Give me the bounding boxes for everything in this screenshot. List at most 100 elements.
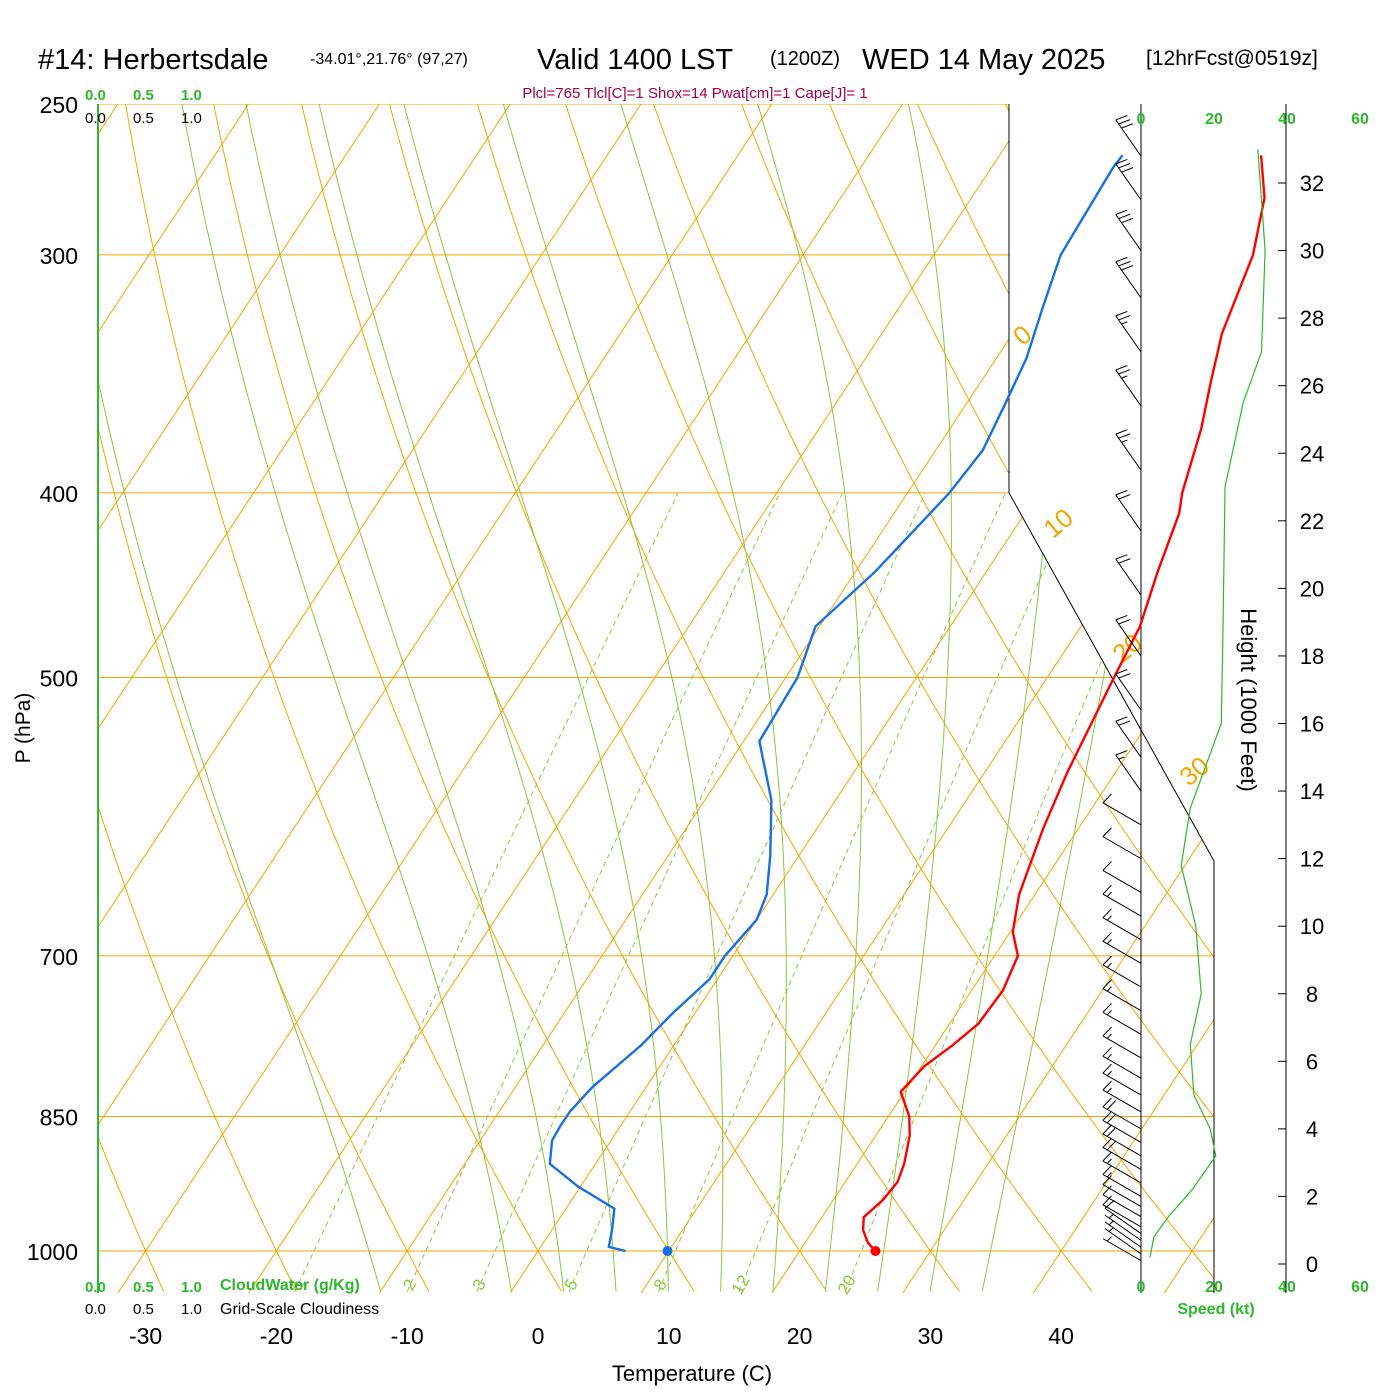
axes: 0246810121416182022242628303225030040050… [27, 92, 1324, 1349]
moist-adiabat [245, 104, 565, 1292]
dry-adiabat [98, 104, 165, 1292]
cloudwater-scale-bottom: 0.0 0.5 1.0 CloudWater (g/Kg) 0.0 0.5 1.… [85, 1277, 379, 1318]
stability-indices: Plcl=765 Tlcl[C]=1 Shox=14 Pwat[cm]=1 Ca… [522, 85, 867, 102]
wind-barb [1102, 1111, 1142, 1143]
cloudwater-tick-2: 1.0 [181, 1279, 202, 1296]
wind-barb [1115, 115, 1142, 157]
wind-barb-flag [1106, 1100, 1117, 1110]
cloudiness-label: Grid-Scale Cloudiness [220, 1301, 379, 1318]
wind-barb-flag [1102, 827, 1112, 837]
isotherm-line [98, 104, 642, 1293]
cloudwater-scale-top: 0.0 0.5 1.0 0.0 0.5 1.0 [85, 87, 202, 127]
wind-barb-staff [1104, 1228, 1142, 1255]
pressure-tick-label: 400 [40, 481, 78, 507]
dry-adiabat [641, 104, 1214, 1292]
speed-tick-1: 20 [1205, 111, 1223, 128]
wind-barb-flag [1118, 213, 1131, 220]
cloudiness-tick-2: 1.0 [181, 1301, 202, 1318]
station-coords: -34.01°,21.76° (97,27) [310, 51, 468, 68]
wind-barb-half-flag [1106, 1070, 1112, 1076]
moist-adiabat [620, 104, 787, 1292]
wind-barb [1115, 158, 1142, 201]
wind-barb-flag [1106, 1140, 1117, 1151]
wind-barb [1102, 1003, 1142, 1035]
wind-barb [1102, 1138, 1142, 1170]
wind-barb [1115, 209, 1142, 251]
height-tick-label: 26 [1300, 374, 1324, 399]
wind-barb-flag [1121, 217, 1134, 224]
wind-barb-flag [1102, 1046, 1112, 1057]
wind-barb-staff [1102, 940, 1142, 964]
moist-adiabat [403, 104, 669, 1292]
height-tick-label: 6 [1306, 1049, 1318, 1074]
temperature-tick-label: 30 [918, 1323, 944, 1349]
wind-barb-staff [1102, 1072, 1142, 1096]
wind-barb-half-flag [1121, 439, 1128, 443]
wind-barb-staff [1115, 369, 1142, 407]
cloudiness-tick-1: 0.5 [133, 110, 154, 127]
wind-panel [1102, 115, 1266, 1262]
wind-barb-flag [1115, 554, 1128, 560]
surface-temperature-marker [870, 1246, 881, 1256]
speed-tick-2: 40 [1278, 1279, 1296, 1296]
wind-barb-flag [1121, 265, 1134, 271]
wind-barb-staff [1115, 494, 1142, 532]
wind-barb-flag [1115, 669, 1128, 675]
wind-barb [1102, 979, 1142, 1012]
wind-barb-staff [1102, 964, 1142, 988]
wind-barb [1102, 1026, 1142, 1059]
speed-scale-top: 0 20 40 60 [1137, 111, 1369, 128]
moist-adiabat [757, 104, 862, 1292]
wind-barb-staff [1102, 917, 1142, 941]
mixing-ratio-line [738, 492, 1078, 1292]
wind-barb-flag [1102, 793, 1112, 804]
wind-barb-flag [1102, 884, 1112, 895]
pressure-tick-label: 250 [40, 92, 78, 118]
height-tick-label: 12 [1300, 847, 1324, 872]
cloudwater-tick-1: 0.5 [133, 1279, 154, 1296]
wind-barb-staff [1102, 1119, 1142, 1143]
wind-barb [1102, 861, 1142, 893]
moist-adiabat [877, 104, 952, 1292]
moist-adiabat [98, 104, 382, 1292]
wind-barb-flag [1102, 1185, 1112, 1196]
wind-barb-staff [1115, 433, 1142, 471]
wind-barb [1104, 1213, 1142, 1241]
surface-dewpoint-marker [662, 1246, 673, 1256]
wind-barb-staff [1104, 1221, 1142, 1248]
wind-barb [1102, 1097, 1142, 1130]
wind-barb [1102, 1236, 1142, 1262]
wind-barb-flag [1118, 558, 1131, 564]
height-tick-label: 4 [1306, 1117, 1318, 1142]
wind-barb-flag [1102, 1151, 1112, 1162]
plot-frames [97, 104, 1287, 1293]
height-tick-label: 10 [1300, 914, 1324, 939]
height-tick-label: 30 [1300, 239, 1324, 264]
wind-barb-flag [1102, 1026, 1112, 1037]
wind-barb-flag [1118, 619, 1131, 625]
dry-adiabat [206, 104, 695, 1292]
height-tick-label: 0 [1306, 1252, 1318, 1277]
wind-barb-flag [1115, 750, 1128, 756]
dry-adiabat [98, 104, 430, 1292]
speed-tick-3: 60 [1351, 111, 1369, 128]
height-tick-label: 24 [1300, 441, 1324, 466]
wind-barb-staff [1102, 893, 1142, 917]
speed-tick-3: 60 [1351, 1279, 1369, 1296]
dry-adiabat [293, 104, 828, 1292]
pressure-tick-label: 700 [40, 944, 78, 970]
wind-speed-profile [1149, 149, 1266, 1258]
wind-barb-half-flag [1106, 1172, 1112, 1178]
isotherm-line [98, 104, 511, 1293]
speed-scale-bottom: 0 20 40 60 Speed (kt) [1137, 1279, 1369, 1318]
wind-barb-half-flag [1106, 1033, 1112, 1039]
wind-barb [1104, 1220, 1142, 1248]
wind-barb-flag [1115, 115, 1128, 121]
wind-barb-flag [1102, 1124, 1112, 1135]
sounding-series [548, 154, 1266, 1256]
wind-barb-staff [1115, 619, 1142, 657]
wind-barb-half-flag [1106, 962, 1112, 968]
cloudiness-tick-0: 0.0 [85, 110, 106, 127]
speed-label: Speed (kt) [1177, 1301, 1254, 1318]
